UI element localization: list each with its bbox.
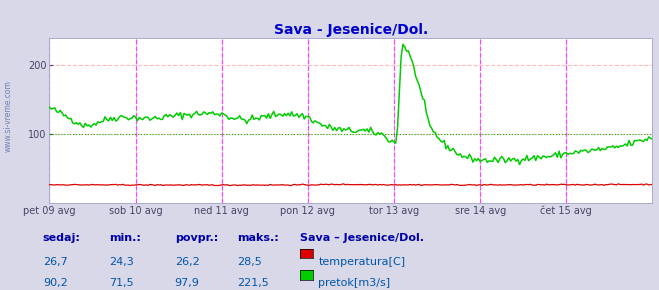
Title: Sava - Jesenice/Dol.: Sava - Jesenice/Dol. [273,23,428,37]
Text: min.:: min.: [109,233,140,243]
Text: sedaj:: sedaj: [43,233,80,243]
Text: 24,3: 24,3 [109,257,134,267]
Text: 221,5: 221,5 [237,278,269,288]
Text: Sava – Jesenice/Dol.: Sava – Jesenice/Dol. [300,233,424,243]
Text: www.si-vreme.com: www.si-vreme.com [4,80,13,152]
Text: 90,2: 90,2 [43,278,68,288]
Text: 26,2: 26,2 [175,257,200,267]
Text: 28,5: 28,5 [237,257,262,267]
Text: pretok[m3/s]: pretok[m3/s] [318,278,390,288]
Text: 71,5: 71,5 [109,278,133,288]
Text: 26,7: 26,7 [43,257,68,267]
Text: maks.:: maks.: [237,233,279,243]
Text: povpr.:: povpr.: [175,233,218,243]
Text: temperatura[C]: temperatura[C] [318,257,405,267]
Text: 97,9: 97,9 [175,278,200,288]
